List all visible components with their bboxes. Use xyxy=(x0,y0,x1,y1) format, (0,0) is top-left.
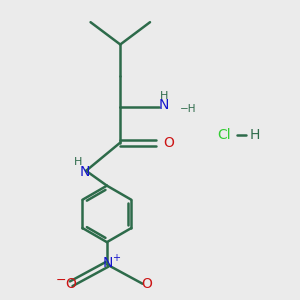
Text: H: H xyxy=(160,91,169,100)
Text: O: O xyxy=(163,136,174,150)
Text: −H: −H xyxy=(180,104,197,114)
Text: N: N xyxy=(80,165,90,179)
Text: N: N xyxy=(159,98,169,112)
Text: H: H xyxy=(74,157,82,167)
Text: Cl: Cl xyxy=(218,128,231,142)
Text: −: − xyxy=(56,274,66,287)
Text: O: O xyxy=(65,277,76,291)
Text: N: N xyxy=(102,256,113,270)
Text: H: H xyxy=(249,128,260,142)
Text: +: + xyxy=(112,253,120,263)
Text: O: O xyxy=(142,277,152,291)
